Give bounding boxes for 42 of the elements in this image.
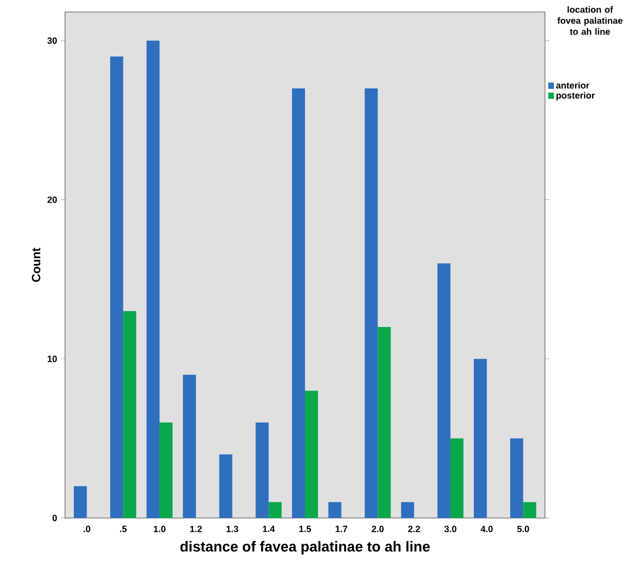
bar: [123, 311, 136, 518]
y-tick-label: 30: [47, 37, 57, 44]
y-tick-label: 10: [48, 356, 57, 362]
bar: [146, 40, 160, 518]
bar: [268, 502, 282, 518]
bar: [74, 486, 87, 518]
bar: [305, 390, 318, 518]
bar: [110, 56, 124, 518]
legend-title: location of fovea palatinae to ah line: [557, 6, 622, 35]
bar: [378, 327, 391, 518]
legend-label: posterior: [556, 92, 595, 100]
x-tick-label: 1.7: [336, 526, 348, 532]
bar: [256, 422, 269, 518]
legend-label: anterior: [556, 82, 590, 89]
x-tick-label: 3.0: [444, 526, 456, 532]
bar: [510, 438, 524, 518]
bar: [219, 454, 232, 518]
bar: [523, 502, 536, 518]
x-tick-label: 2.0: [372, 526, 384, 532]
bar: [364, 88, 378, 518]
y-tick-label: 0: [52, 514, 57, 522]
bar: [437, 263, 450, 518]
x-tick-label: 1.3: [226, 526, 238, 532]
bar: [328, 502, 342, 518]
x-axis-title: distance of favea palatinae to ah line: [180, 541, 430, 554]
x-tick-label: .0: [84, 526, 90, 532]
x-tick-label: 1.0: [154, 526, 166, 532]
y-tick-label: 20: [48, 196, 57, 203]
x-tick-label: 1.4: [262, 526, 275, 532]
bar: [401, 502, 414, 518]
x-tick-label: 2.2: [408, 526, 420, 532]
y-axis-title: Count: [32, 248, 40, 282]
bar: [160, 422, 173, 518]
bar: [292, 88, 306, 518]
x-tick-label: .5: [120, 526, 127, 532]
bar: [182, 374, 196, 518]
x-tick-label: 1.2: [190, 526, 202, 532]
bar: [450, 438, 464, 518]
x-tick-label: 5.0: [517, 526, 530, 532]
bar: [474, 358, 487, 518]
x-tick-label: 4.0: [480, 526, 493, 532]
x-tick-label: 1.5: [299, 526, 312, 532]
